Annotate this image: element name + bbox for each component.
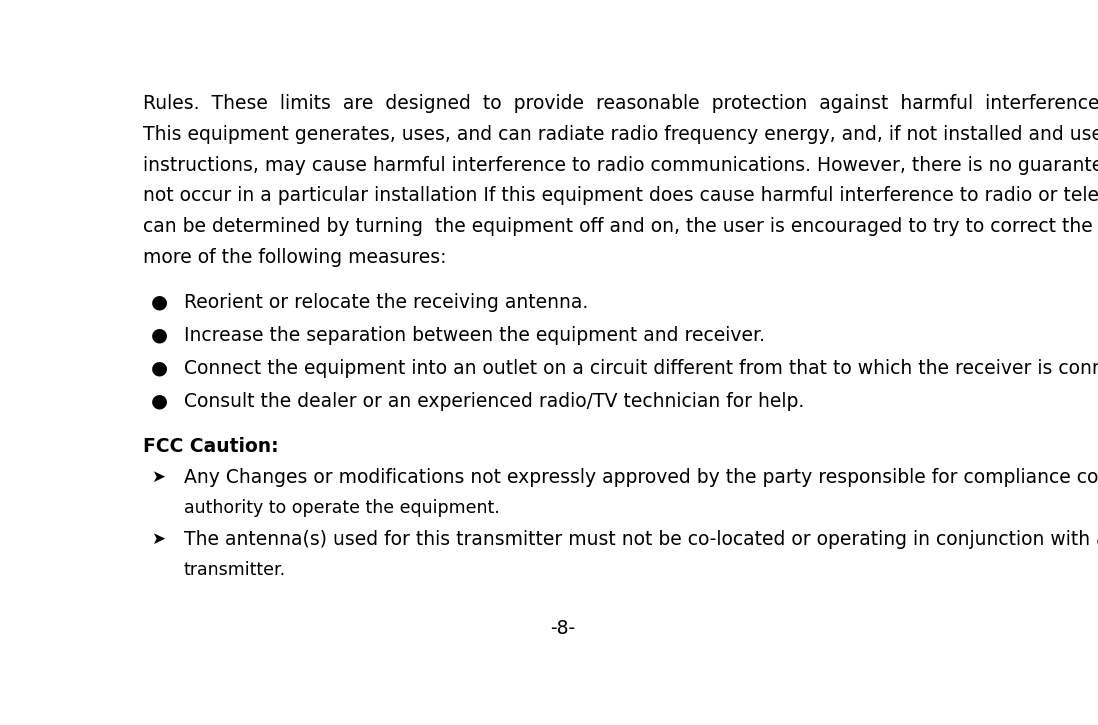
Text: can be determined by turning  the equipment off and on, the user is encouraged t: can be determined by turning the equipme… xyxy=(144,217,1098,236)
Text: not occur in a particular installation If this equipment does cause harmful inte: not occur in a particular installation I… xyxy=(144,186,1098,205)
Text: Rules.  These  limits  are  designed  to  provide  reasonable  protection  again: Rules. These limits are designed to prov… xyxy=(144,94,1098,113)
Text: This equipment generates, uses, and can radiate radio frequency energy, and, if : This equipment generates, uses, and can … xyxy=(144,125,1098,144)
Text: The antenna(s) used for this transmitter must not be co-located or operating in : The antenna(s) used for this transmitter… xyxy=(183,530,1098,549)
Text: Increase the separation between the equipment and receiver.: Increase the separation between the equi… xyxy=(183,326,764,344)
Text: Reorient or relocate the receiving antenna.: Reorient or relocate the receiving anten… xyxy=(183,293,589,312)
Text: Consult the dealer or an experienced radio/TV technician for help.: Consult the dealer or an experienced rad… xyxy=(183,392,804,411)
Text: Any Changes or modifications not expressly approved by the party responsible for: Any Changes or modifications not express… xyxy=(183,468,1098,487)
Text: ●: ● xyxy=(152,359,168,378)
Text: ➤: ➤ xyxy=(152,468,165,486)
Text: more of the following measures:: more of the following measures: xyxy=(144,248,447,267)
Text: transmitter.: transmitter. xyxy=(183,560,285,579)
Text: ●: ● xyxy=(152,326,168,344)
Text: instructions, may cause harmful interference to radio communications. However, t: instructions, may cause harmful interfer… xyxy=(144,156,1098,175)
Text: -8-: -8- xyxy=(550,618,575,637)
Text: ➤: ➤ xyxy=(152,530,165,548)
Text: Connect the equipment into an outlet on a circuit different from that to which t: Connect the equipment into an outlet on … xyxy=(183,359,1098,378)
Text: authority to operate the equipment.: authority to operate the equipment. xyxy=(183,499,500,517)
Text: FCC Caution:: FCC Caution: xyxy=(144,437,279,456)
Text: ●: ● xyxy=(152,293,168,312)
Text: ●: ● xyxy=(152,392,168,411)
